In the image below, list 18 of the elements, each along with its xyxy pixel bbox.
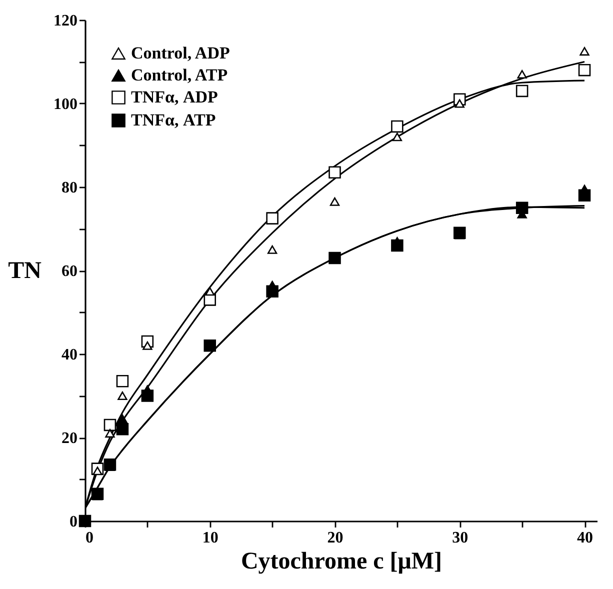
legend-label: TNFα, ADP xyxy=(131,88,218,106)
x-tick-label: 20 xyxy=(327,530,344,546)
x-axis-title: Cytochrome c [μM] xyxy=(240,548,442,574)
x-tick-label: 0 xyxy=(86,530,94,546)
legend-label: Control, ADP xyxy=(131,44,230,62)
y-tick-label: 120 xyxy=(54,12,78,30)
y-tick-label: 20 xyxy=(62,430,78,447)
x-tick-label: 40 xyxy=(577,530,594,546)
y-axis-title: TN xyxy=(8,258,42,284)
legend-label: TNFα, ATP xyxy=(131,110,216,130)
y-tick-label: 0 xyxy=(70,514,78,530)
x-tick-label: 30 xyxy=(452,530,468,546)
y-tick-label: 60 xyxy=(62,263,78,280)
x-tick-label: 10 xyxy=(202,530,218,546)
y-tick-label: 100 xyxy=(54,96,78,113)
y-tick-label: 80 xyxy=(62,180,78,196)
y-tick-label: 40 xyxy=(62,346,78,364)
legend-label: Control, ATP xyxy=(131,66,228,84)
